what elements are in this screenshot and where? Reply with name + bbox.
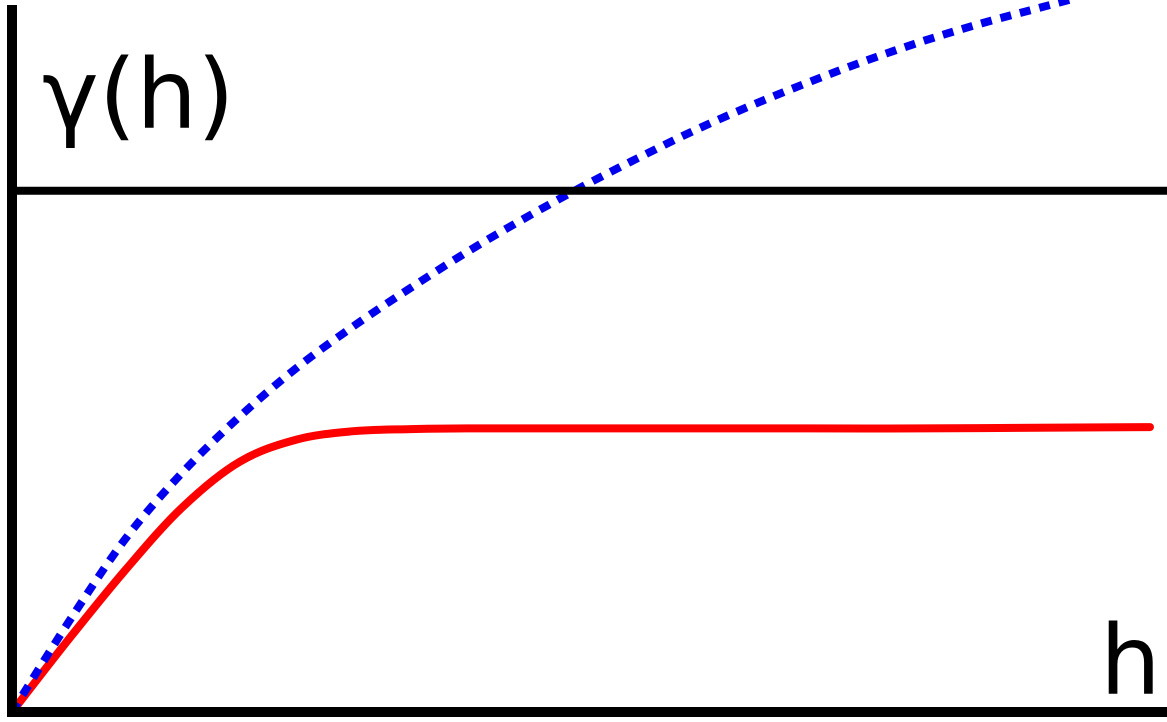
series-layer (8, 0, 1154, 716)
solid-series-line (8, 423, 1154, 716)
y-axis-label: γ(h) (42, 39, 235, 151)
x-axis-label: h (1100, 605, 1161, 717)
